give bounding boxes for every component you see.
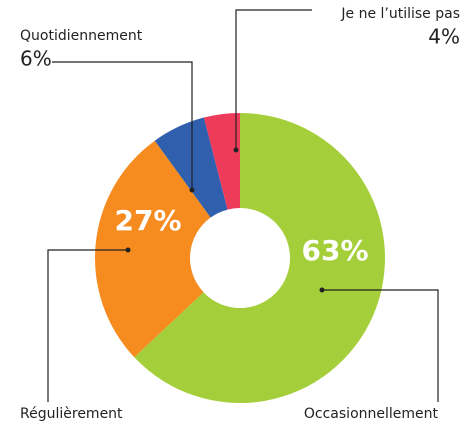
slice (203, 113, 240, 210)
slice (154, 117, 228, 218)
value-label: 63% (301, 234, 368, 267)
slice (94, 140, 211, 358)
leader-line (47, 249, 128, 402)
value-label: 27% (114, 204, 181, 237)
leader-dot (189, 187, 195, 193)
value-label: 4% (428, 25, 460, 49)
value-label: 6% (20, 47, 52, 71)
leader-line (52, 61, 193, 190)
leader-line (322, 289, 439, 402)
category-label: Régulièrement (20, 406, 123, 422)
slice (134, 113, 385, 403)
leader-dot (233, 147, 239, 153)
category-label: Quotidiennement (20, 28, 143, 44)
category-label: Occasionnellement (304, 406, 439, 422)
leader-dot (319, 287, 325, 293)
category-label: Je ne l’utilise pas (340, 6, 460, 22)
leader-dot (125, 247, 131, 253)
leader-line (235, 9, 312, 150)
